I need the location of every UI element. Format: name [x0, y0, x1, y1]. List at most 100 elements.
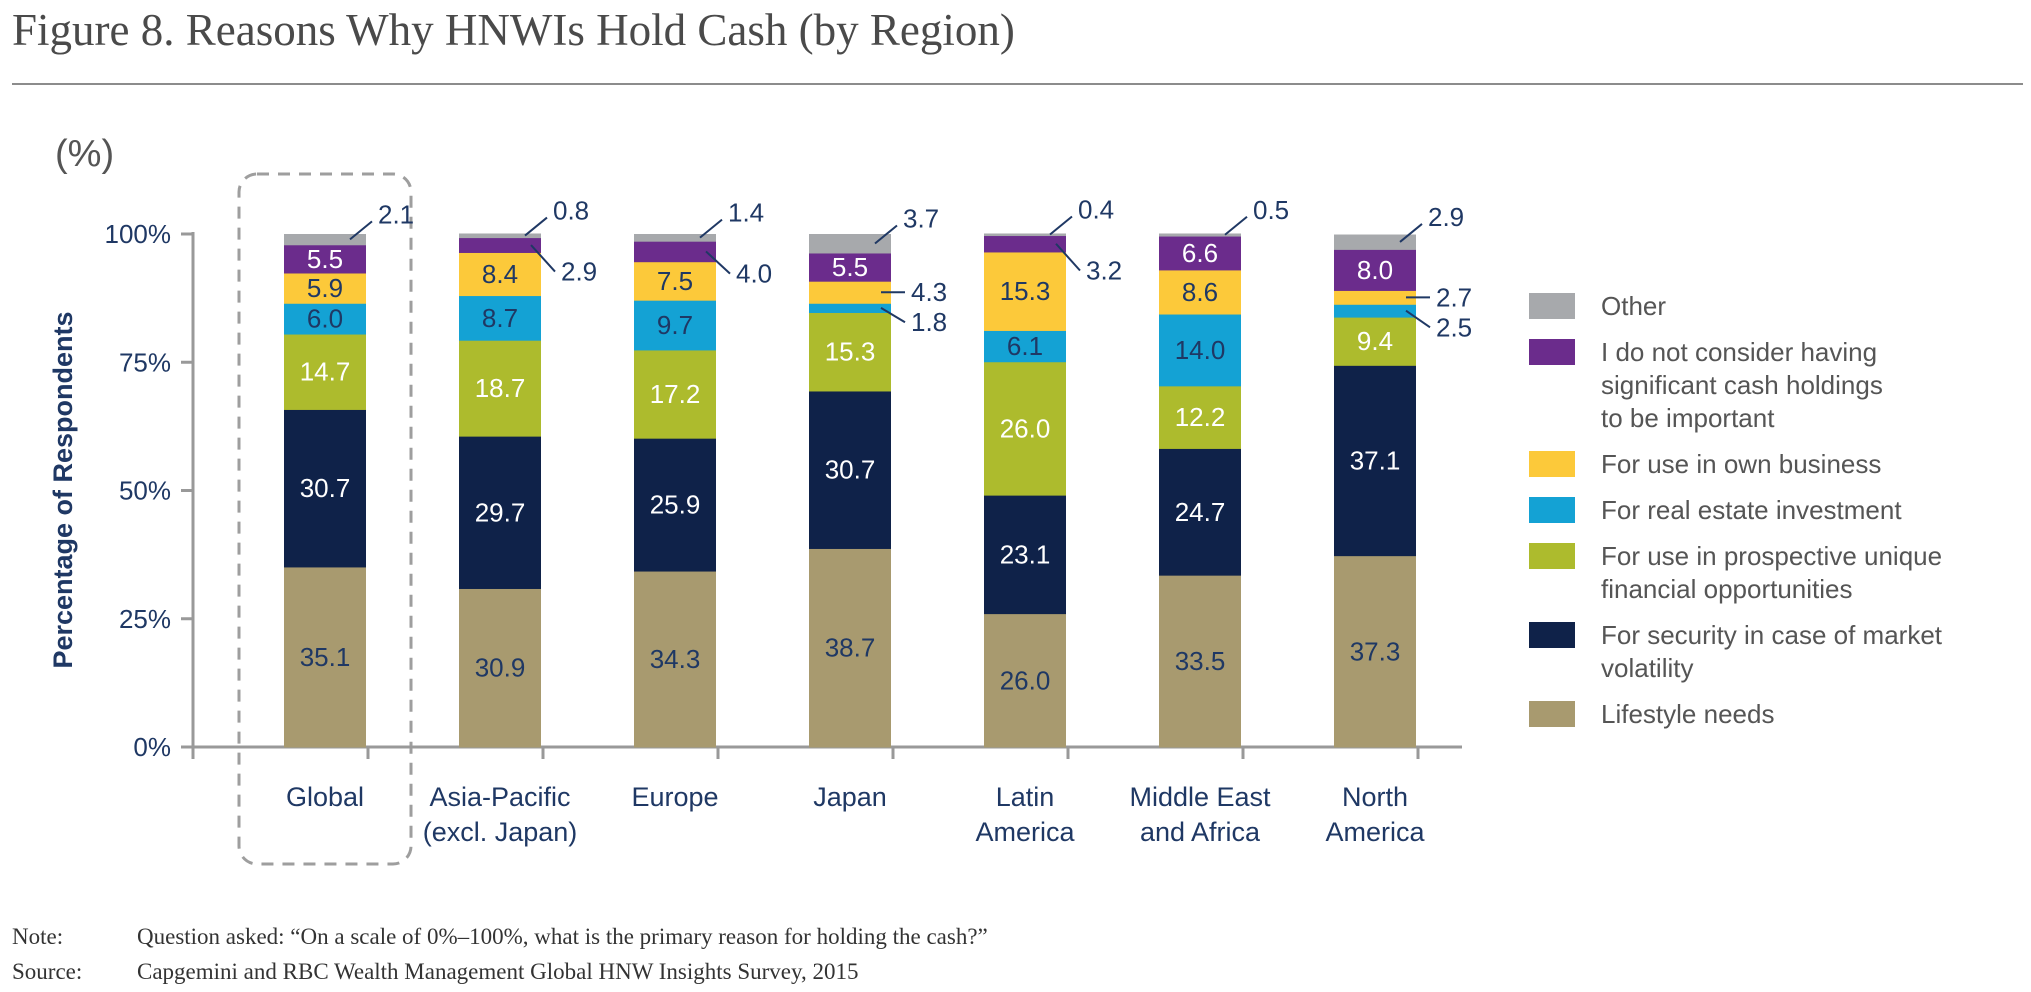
bar-segment-other [809, 234, 891, 254]
bar-segment-prospective [634, 349, 716, 439]
bar-segment-own_business [809, 281, 891, 304]
legend-label-lifestyle: Lifestyle needs [1601, 699, 1774, 729]
y-tick-label: 100% [105, 219, 172, 249]
data-labels: 35.130.714.76.05.95.52.130.929.718.78.78… [300, 195, 1472, 696]
bar-segment-real_estate [284, 303, 366, 335]
data-label-security: 24.7 [1175, 497, 1226, 527]
data-label-own_business: 15.3 [1000, 276, 1051, 306]
data-label-other: 2.1 [378, 199, 414, 229]
bar-segment-real_estate [984, 330, 1066, 363]
x-tick-label: Europe [631, 782, 718, 812]
legend-label-not_important: I do not consider having significant cash… [1601, 337, 1883, 433]
source: Source: Capgemini and RBC Wealth Manageme… [12, 959, 859, 985]
data-label-prospective: 14.7 [300, 357, 351, 387]
bar-segment-security [459, 436, 541, 589]
data-label-own_business: 2.7 [1436, 282, 1472, 312]
data-label-own_business: 8.4 [482, 259, 518, 289]
legend-swatch-not_important [1529, 339, 1575, 365]
bar-segment-prospective [809, 312, 891, 392]
data-label-lifestyle: 38.7 [825, 633, 876, 663]
highlight-box-global [237, 172, 413, 866]
data-label-not_important: 5.5 [832, 252, 868, 282]
source-label: Source: [12, 959, 83, 984]
data-label-prospective: 15.3 [825, 337, 876, 367]
source-text: Capgemini and RBC Wealth Management Glob… [137, 959, 859, 984]
legend-label-security: For security in case of market volatility [1601, 620, 1943, 683]
bar-segment-security [634, 438, 716, 572]
data-label-not_important: 2.9 [561, 257, 597, 287]
data-label-real_estate: 14.0 [1175, 335, 1226, 365]
data-label-prospective: 9.4 [1357, 326, 1393, 356]
bar-segment-other [984, 233, 1066, 237]
bar-segment-not_important [984, 235, 1066, 253]
bar-segment-other [1159, 233, 1241, 237]
unit-label: (%) [55, 133, 114, 175]
data-label-lifestyle: 34.3 [650, 644, 701, 674]
legend-swatch-security [1529, 622, 1575, 648]
data-label-real_estate: 2.5 [1436, 312, 1472, 342]
bar-segment-lifestyle [984, 613, 1066, 748]
bar-segment-own_business [984, 251, 1066, 331]
bar-segment-own_business [1334, 290, 1416, 305]
bar-segment-own_business [284, 272, 366, 304]
data-label-own_business: 4.3 [911, 277, 947, 307]
data-label-real_estate: 6.1 [1007, 331, 1043, 361]
bar-segment-prospective [284, 334, 366, 410]
bar-segment-other [1334, 234, 1416, 250]
data-label-other: 3.7 [903, 203, 939, 233]
data-label-not_important: 6.6 [1182, 238, 1218, 268]
bars [284, 233, 1416, 748]
callout-leader [1055, 243, 1081, 272]
bar-segment-lifestyle [459, 588, 541, 748]
x-tick-label: Asia-Pacific (excl. Japan) [423, 782, 578, 847]
data-label-real_estate: 1.8 [911, 307, 947, 337]
legend-label-own_business: For use in own business [1601, 449, 1881, 479]
y-axis-title: Percentage of Respondents [48, 311, 78, 668]
bar-segment-not_important [459, 237, 541, 253]
data-label-not_important: 4.0 [736, 259, 772, 289]
bar-segment-own_business [459, 252, 541, 297]
bar-segment-security [1159, 448, 1241, 576]
bar-segment-prospective [984, 361, 1066, 496]
data-label-real_estate: 8.7 [482, 303, 518, 333]
callout-leader [349, 220, 373, 241]
bar-segment-prospective [1334, 317, 1416, 366]
data-label-own_business: 5.9 [307, 273, 343, 303]
data-label-security: 29.7 [475, 497, 526, 527]
axes: 0% 25% 50% 75% 100% Percentage of Respondents… [48, 219, 1462, 847]
data-label-prospective: 17.2 [650, 379, 701, 409]
data-label-security: 30.7 [825, 455, 876, 485]
legend-swatch-other [1529, 293, 1575, 319]
callout-leader [1049, 215, 1073, 236]
bar-segment-not_important [284, 244, 366, 274]
highlight-layer [237, 172, 413, 866]
bar-segment-own_business [634, 261, 716, 301]
data-label-other: 0.4 [1078, 195, 1114, 225]
y-tick-label: 50% [119, 476, 171, 506]
data-label-not_important: 3.2 [1086, 256, 1122, 286]
legend-label-prospective: For use in prospective unique financial o… [1601, 541, 1942, 604]
legend-swatch-own_business [1529, 451, 1575, 477]
data-label-prospective: 12.2 [1175, 402, 1226, 432]
y-tick-label: 25% [119, 604, 171, 634]
bar-segment-other [634, 234, 716, 242]
data-label-other: 1.4 [728, 198, 764, 228]
callout-leader [1399, 223, 1423, 243]
callout-leader [530, 244, 556, 273]
bar-segment-prospective [1159, 385, 1241, 449]
note-text: Question asked: “On a scale of 0%–100%, … [137, 924, 988, 949]
callout-leader [1224, 215, 1248, 236]
bar-segment-not_important [1334, 249, 1416, 291]
data-label-lifestyle: 33.5 [1175, 646, 1226, 676]
legend-label-other: Other [1601, 291, 1666, 321]
data-label-security: 25.9 [650, 490, 701, 520]
x-tick-label: Middle East and Africa [1129, 782, 1271, 847]
data-label-other: 2.9 [1428, 202, 1464, 232]
data-label-lifestyle: 35.1 [300, 642, 351, 672]
bar-segment-security [984, 495, 1066, 615]
bar-segment-not_important [809, 252, 891, 282]
callout-leader [874, 224, 898, 245]
bar-segment-own_business [1159, 269, 1241, 315]
data-label-lifestyle: 26.0 [1000, 665, 1051, 695]
